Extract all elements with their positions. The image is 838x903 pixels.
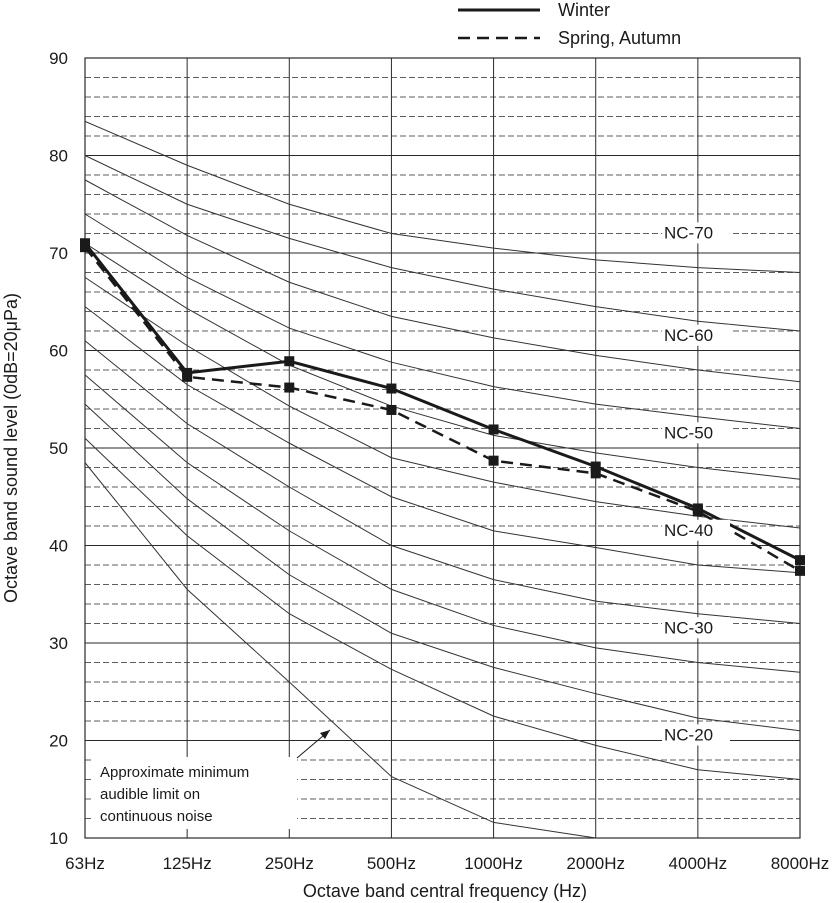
- nc-curve-layer: [84, 120, 801, 780]
- annotation-line-2: audible limit on: [100, 786, 200, 803]
- nc-curve-nc-30: [84, 374, 801, 673]
- series-line-spring-autumn: [84, 246, 801, 572]
- x-tick-label: 250Hz: [265, 854, 314, 873]
- y-tick-label: 20: [49, 732, 68, 751]
- nc-label-nc-40: NC-40: [664, 521, 713, 540]
- y-tick-label: 70: [49, 244, 68, 263]
- y-tick-label: 90: [49, 49, 68, 68]
- nc-label-bg: [662, 519, 730, 541]
- x-tick-label: 8000Hz: [771, 854, 830, 873]
- nc-label-nc-50: NC-50: [664, 423, 713, 442]
- data-point-spring-autumn: [182, 371, 193, 382]
- data-point-spring-autumn: [284, 382, 295, 393]
- data-point-spring-autumn: [80, 242, 90, 253]
- annotation-line-1: Approximate minimum: [100, 764, 249, 781]
- series-layer: [80, 238, 805, 576]
- nc-label-bg: [662, 422, 730, 444]
- nc-label-bg: [662, 617, 730, 639]
- data-point-spring-autumn: [692, 506, 703, 517]
- nc-curve-nc-25: [84, 403, 801, 732]
- nc-label-bg: [662, 222, 730, 244]
- x-tick-label: 125Hz: [163, 854, 212, 873]
- legend: Winter Spring, Autumn: [458, 0, 681, 48]
- nc-curve-nc-60: [84, 179, 801, 383]
- nc-curve-nc-35: [84, 340, 801, 624]
- annotation-box: [92, 757, 297, 829]
- y-tick-label: 50: [49, 439, 68, 458]
- nc-label-bg: [662, 324, 730, 346]
- label-layer: 10 20 30 40 50 60 70 80 90 63Hz 125Hz 250Hz 500Hz 100…: [49, 49, 829, 873]
- x-tick-label: 4000Hz: [669, 854, 728, 873]
- nc-label-nc-70: NC-70: [664, 223, 713, 242]
- audible-limit-curve: [84, 462, 596, 839]
- nc-curve-nc-70: [84, 120, 801, 273]
- nc-label-bg: [662, 724, 730, 746]
- data-point-winter: [590, 461, 601, 472]
- x-tick-label: 500Hz: [367, 854, 416, 873]
- grid-layer: [84, 57, 801, 839]
- y-tick-label: 80: [49, 147, 68, 166]
- y-tick-label: 40: [49, 537, 68, 556]
- nc-label-nc-30: NC-30: [664, 618, 713, 637]
- y-tick-label: 30: [49, 634, 68, 653]
- audible-limit-layer: [84, 462, 596, 839]
- legend-winter-label: Winter: [558, 0, 610, 20]
- nc-curve-nc-45: [84, 276, 801, 529]
- annotation-arrowhead: [320, 730, 330, 739]
- data-point-winter: [284, 356, 295, 367]
- y-tick-label: 60: [49, 342, 68, 361]
- nc-label-nc-20: NC-20: [664, 726, 713, 745]
- legend-spring-autumn-label: Spring, Autumn: [558, 28, 681, 48]
- x-tick-label: 63Hz: [65, 854, 105, 873]
- x-axis-title: Octave band central frequency (Hz): [303, 881, 587, 901]
- series-line-winter: [83, 242, 801, 562]
- x-tick-label: 1000Hz: [464, 854, 523, 873]
- data-point-winter: [795, 555, 805, 566]
- x-tick-label: 2000Hz: [566, 854, 625, 873]
- y-axis-title: Octave band sound level (0dB=20μPa): [1, 293, 21, 603]
- nc-curve-nc-65: [84, 155, 801, 332]
- annotation: Approximate minimum audible limit on con…: [92, 729, 331, 829]
- nc-curve-nc-55: [84, 213, 801, 429]
- nc-label-nc-60: NC-60: [664, 326, 713, 345]
- nc-curve-nc-50: [84, 242, 801, 480]
- data-point-winter: [386, 383, 397, 394]
- data-point-spring-autumn: [590, 468, 601, 479]
- data-point-spring-autumn: [488, 455, 499, 466]
- plot-frame: [84, 57, 801, 839]
- data-point-spring-autumn: [386, 404, 397, 415]
- data-point-spring-autumn: [795, 565, 805, 576]
- data-point-winter: [488, 424, 499, 435]
- y-tick-label: 10: [49, 829, 68, 848]
- annotation-line-3: continuous noise: [100, 808, 213, 825]
- nc-curve-nc-40: [84, 306, 801, 574]
- nc-curve-nc-20: [84, 437, 801, 780]
